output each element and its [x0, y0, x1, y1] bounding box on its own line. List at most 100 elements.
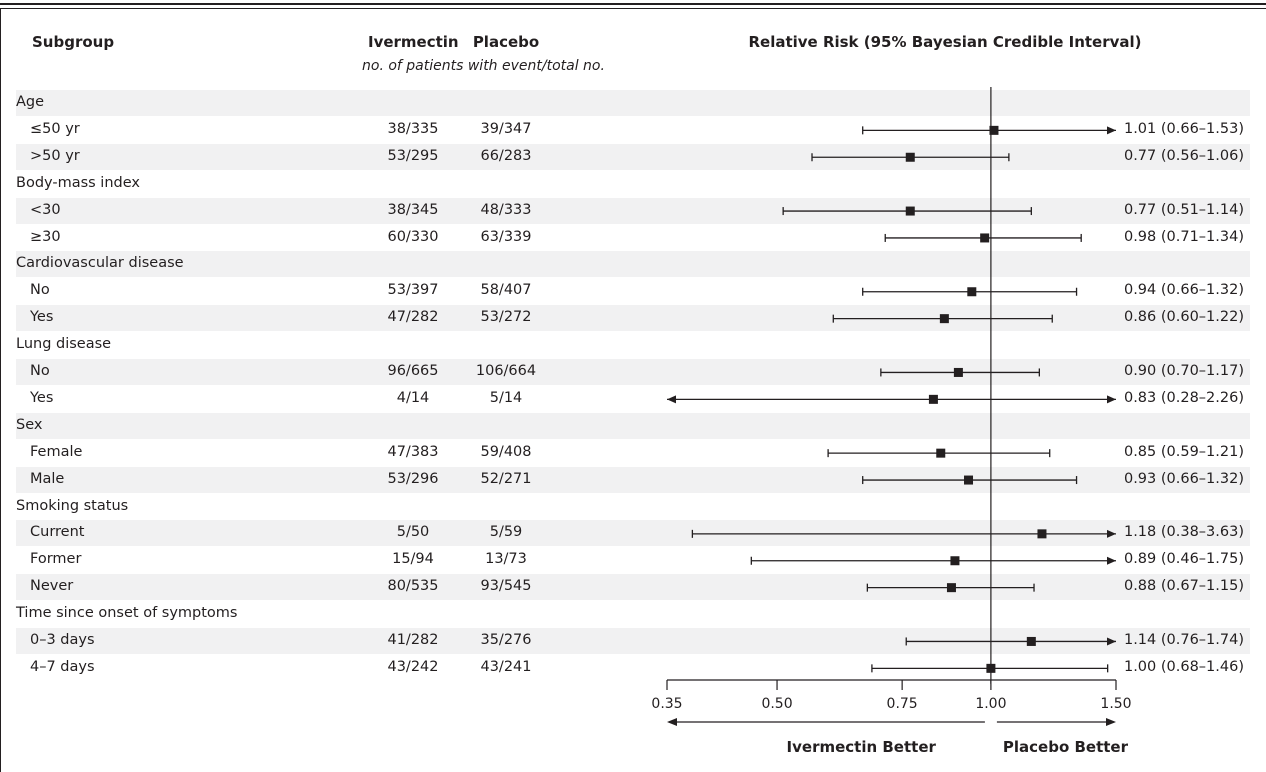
placebo-count: 35/276: [480, 632, 532, 648]
placebo-better-label: Placebo Better: [1003, 738, 1129, 756]
group-label: Age: [16, 94, 45, 110]
table-row: Never 80/535 93/545 0.88 (0.67–1.15): [16, 574, 1250, 601]
top-rule: [0, 3, 1266, 5]
relative-risk-text: 0.77 (0.51–1.14): [1123, 201, 1244, 218]
group-row: Cardiovascular disease: [16, 251, 1250, 278]
subgroup-label: ≥30: [30, 228, 61, 245]
ivermectin-count: 38/345: [387, 201, 439, 218]
ci-arrow-left: [667, 395, 676, 404]
subgroup-label: <30: [30, 201, 61, 218]
placebo-count: 53/272: [480, 309, 532, 326]
point-estimate: [967, 287, 977, 297]
group-label: Cardiovascular disease: [16, 255, 184, 272]
point-estimate: [964, 475, 974, 485]
ci-arrow-right: [1107, 529, 1116, 538]
subgroup-label: Female: [30, 443, 83, 460]
ivermectin-better-label: Ivermectin Better: [787, 738, 937, 756]
ivermectin-count: 96/665: [387, 363, 439, 379]
ci-arrow-right: [1107, 556, 1116, 565]
relative-risk-text: 0.98 (0.71–1.34): [1123, 228, 1244, 245]
group-row: Time since onset of symptoms: [16, 601, 1250, 627]
point-estimate: [950, 556, 960, 566]
table-row: No 96/665 106/664 0.90 (0.70–1.17): [16, 359, 1250, 385]
group-row: Age: [16, 90, 1250, 116]
ci-arrow-right: [1107, 637, 1116, 646]
subgroup-label: No: [30, 363, 50, 379]
table-row: Female 47/383 59/408 0.85 (0.59–1.21): [16, 440, 1250, 466]
placebo-count: 58/407: [480, 282, 532, 299]
relative-risk-text: 0.93 (0.66–1.32): [1123, 470, 1244, 487]
relative-risk-text: 1.01 (0.66–1.53): [1123, 120, 1244, 137]
ci-arrow-right: [1107, 395, 1116, 404]
ivermectin-count: 53/295: [387, 147, 439, 164]
subgroup-label: ≤50 yr: [30, 120, 80, 137]
placebo-count: 5/14: [489, 389, 523, 406]
group-label: Smoking status: [16, 497, 129, 514]
left-border: [0, 8, 1, 772]
relative-risk-text: 0.88 (0.67–1.15): [1123, 578, 1244, 595]
point-estimate: [1037, 529, 1047, 539]
x-tick-label: 0.35: [651, 696, 682, 712]
ivermectin-count: 47/282: [387, 309, 439, 326]
point-estimate: [936, 448, 946, 458]
table-row: Yes 47/282 53/272 0.86 (0.60–1.22): [16, 305, 1250, 332]
x-tick-label: 0.50: [761, 696, 792, 712]
group-row: Sex: [16, 412, 1250, 439]
relative-risk-text: 0.86 (0.60–1.22): [1123, 309, 1244, 326]
relative-risk-text: 0.89 (0.46–1.75): [1123, 551, 1244, 568]
placebo-count: 39/347: [480, 120, 532, 137]
group-row: Body-mass index: [16, 171, 1250, 197]
ivermectin-count: 4/14: [396, 389, 430, 406]
top-rule-thin: [0, 8, 1266, 9]
table-row: 4–7 days 43/242 43/241 1.00 (0.68–1.46): [16, 655, 1250, 681]
relative-risk-text: 1.00 (0.68–1.46): [1123, 658, 1244, 675]
placebo-count: 59/408: [480, 443, 532, 460]
subgroup-header: Subgroup: [32, 33, 115, 51]
point-estimate: [905, 152, 915, 162]
ivermectin-count: 53/296: [387, 470, 439, 487]
relative-risk-text: 0.90 (0.70–1.17): [1123, 363, 1244, 379]
placebo-count: 5/59: [489, 524, 523, 541]
point-estimate: [980, 233, 990, 243]
relative-risk-text: 1.18 (0.38–3.63): [1123, 524, 1244, 541]
relative-risk-text: 0.77 (0.56–1.06): [1123, 147, 1244, 164]
table-row: No 53/397 58/407 0.94 (0.66–1.32): [16, 278, 1250, 304]
placebo-count: 66/283: [480, 147, 532, 164]
placebo-count: 52/271: [480, 470, 532, 487]
placebo-count: 93/545: [480, 578, 532, 595]
left-arrowhead: [667, 718, 677, 726]
ivermectin-count: 43/242: [387, 658, 439, 675]
point-estimate: [986, 663, 996, 673]
ivermectin-header: Ivermectin: [368, 33, 459, 51]
counts-subheader: no. of patients with event/total no.: [362, 58, 605, 74]
rr-header: Relative Risk (95% Bayesian Credible Int…: [748, 33, 1142, 51]
relative-risk-text: 0.85 (0.59–1.21): [1123, 443, 1244, 460]
placebo-count: 13/73: [485, 551, 527, 568]
group-label: Lung disease: [16, 336, 112, 353]
point-estimate: [939, 314, 949, 324]
ivermectin-count: 41/282: [387, 632, 439, 648]
placebo-count: 106/664: [475, 363, 537, 379]
subgroup-label: Former: [30, 551, 82, 568]
ivermectin-count: 80/535: [387, 578, 439, 595]
placebo-header: Placebo: [472, 33, 540, 51]
table-row: >50 yr 53/295 66/283 0.77 (0.56–1.06): [16, 143, 1250, 170]
subgroup-label: Yes: [30, 389, 54, 406]
point-estimate: [989, 125, 999, 135]
point-estimate: [905, 206, 915, 216]
x-tick-label: 1.50: [1100, 696, 1131, 712]
placebo-count: 63/339: [480, 228, 532, 245]
subgroup-label: >50 yr: [30, 147, 80, 164]
relative-risk-text: 0.83 (0.28–2.26): [1123, 389, 1244, 406]
point-estimate: [928, 394, 938, 404]
ivermectin-count: 53/397: [387, 282, 439, 299]
ivermectin-count: 47/383: [387, 443, 439, 460]
subgroup-label: No: [30, 282, 50, 299]
group-label: Body-mass index: [16, 174, 140, 191]
group-row: Lung disease: [16, 332, 1250, 358]
ci-arrow-right: [1107, 126, 1116, 135]
ivermectin-count: 38/335: [387, 120, 439, 137]
table-row: ≥30 60/330 63/339 0.98 (0.71–1.34): [16, 225, 1250, 251]
relative-risk-text: 1.14 (0.76–1.74): [1123, 632, 1244, 648]
